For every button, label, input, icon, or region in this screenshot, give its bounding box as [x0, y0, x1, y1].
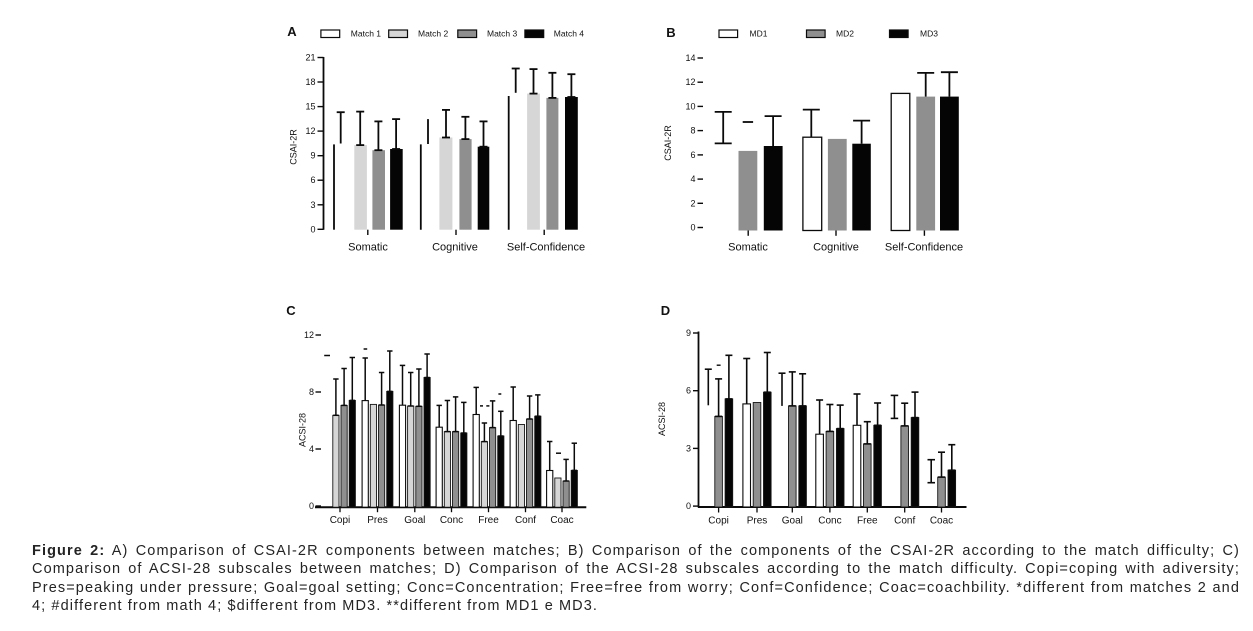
svg-text:10: 10: [685, 101, 695, 111]
svg-text:0: 0: [690, 223, 695, 233]
svg-text:Pres: Pres: [367, 515, 388, 526]
svg-text:6: 6: [310, 175, 315, 185]
svg-text:18: 18: [305, 77, 315, 87]
svg-text:Coac: Coac: [930, 516, 953, 527]
svg-text:Match 1: Match 1: [351, 29, 382, 39]
svg-text:Goal: Goal: [404, 515, 425, 526]
svg-text:Coac: Coac: [550, 515, 573, 526]
svg-text:Match 3: Match 3: [487, 29, 518, 39]
svg-text:Somatic: Somatic: [348, 242, 388, 254]
svg-text:9: 9: [310, 151, 315, 161]
svg-text:0: 0: [310, 224, 315, 234]
svg-text:Pres: Pres: [747, 516, 768, 527]
svg-text:B: B: [666, 25, 675, 40]
svg-text:D: D: [661, 303, 670, 318]
svg-text:Self-Confidence: Self-Confidence: [507, 242, 585, 254]
svg-text:6: 6: [686, 386, 691, 396]
svg-text:Somatic: Somatic: [728, 242, 768, 254]
svg-text:4: 4: [309, 444, 314, 454]
svg-text:4: 4: [690, 174, 695, 184]
svg-text:CSAI-2R: CSAI-2R: [663, 125, 673, 161]
svg-text:21: 21: [305, 53, 315, 63]
svg-text:ACSI-28: ACSI-28: [298, 413, 308, 447]
svg-text:MD3: MD3: [920, 29, 938, 39]
svg-text:3: 3: [686, 443, 691, 453]
svg-text:Conc: Conc: [818, 516, 841, 527]
svg-text:6: 6: [690, 150, 695, 160]
svg-text:0: 0: [686, 501, 691, 511]
svg-text:CSAI-2R: CSAI-2R: [289, 129, 299, 165]
svg-text:Conc: Conc: [440, 515, 463, 526]
svg-text:3: 3: [310, 200, 315, 210]
svg-text:Copi: Copi: [708, 516, 729, 527]
svg-text:Copi: Copi: [330, 515, 351, 526]
svg-text:Match 4: Match 4: [554, 29, 585, 39]
svg-text:MD1: MD1: [750, 29, 768, 39]
svg-text:A: A: [287, 24, 297, 39]
svg-text:Goal: Goal: [782, 516, 803, 527]
svg-text:15: 15: [305, 102, 315, 112]
svg-text:12: 12: [685, 77, 695, 87]
svg-text:Match 2: Match 2: [418, 29, 449, 39]
svg-text:9: 9: [686, 328, 691, 338]
svg-text:2: 2: [690, 198, 695, 208]
svg-text:Cognitive: Cognitive: [432, 242, 478, 254]
svg-text:12: 12: [305, 126, 315, 136]
svg-text:Self-Confidence: Self-Confidence: [885, 242, 963, 254]
svg-text:MD2: MD2: [836, 29, 854, 39]
svg-text:8: 8: [690, 126, 695, 136]
svg-text:Conf: Conf: [894, 516, 915, 527]
svg-text:8: 8: [309, 387, 314, 397]
svg-text:0: 0: [309, 501, 314, 511]
svg-text:Conf: Conf: [515, 515, 536, 526]
svg-text:Cognitive: Cognitive: [813, 242, 859, 254]
svg-text:ACSI-28: ACSI-28: [657, 402, 667, 436]
svg-text:14: 14: [685, 53, 695, 63]
svg-text:Free: Free: [478, 515, 499, 526]
svg-text:Free: Free: [857, 516, 878, 527]
svg-text:12: 12: [304, 330, 314, 340]
svg-text:C: C: [286, 303, 296, 318]
